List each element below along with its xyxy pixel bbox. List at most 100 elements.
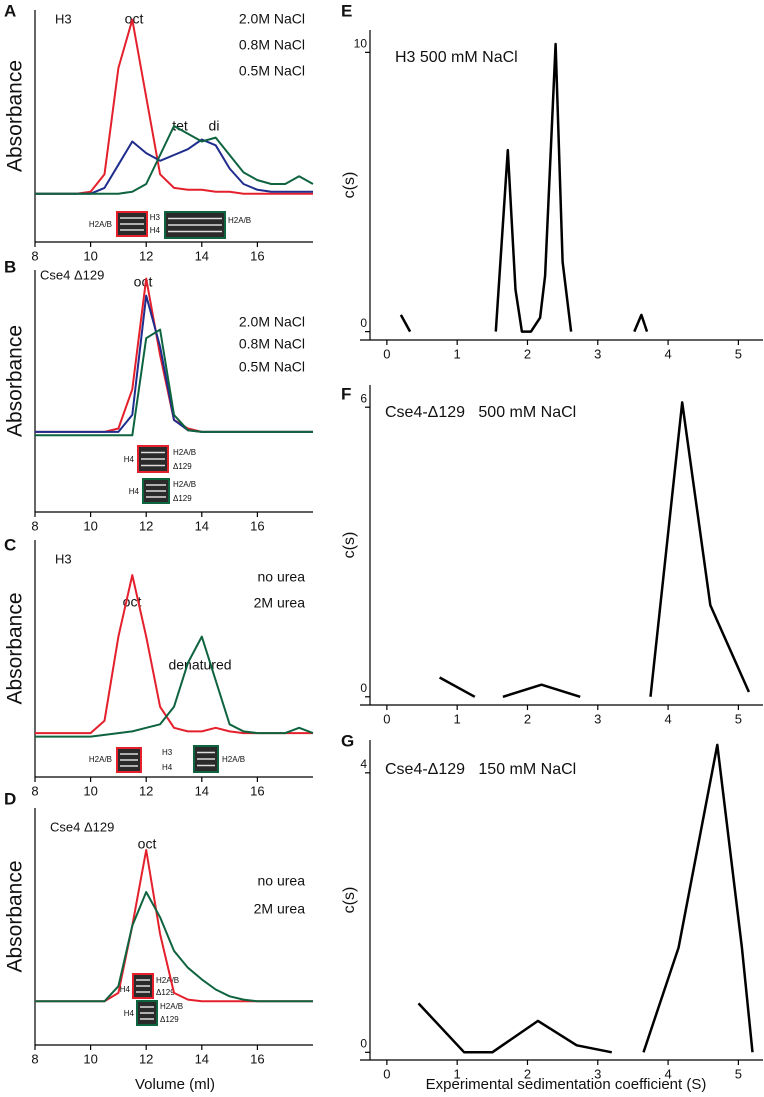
panel-title: H3 — [55, 11, 72, 26]
gel-label: H4 — [150, 226, 161, 235]
legend-label: 0.5M NaCl — [239, 63, 305, 79]
x-tick-label: 12 — [139, 248, 153, 263]
x-tick-label: 5 — [735, 711, 742, 726]
x-tick-label: 5 — [735, 346, 742, 361]
data-line — [35, 125, 314, 195]
gel-label: H2A/B — [222, 755, 245, 764]
data-line — [35, 328, 313, 437]
data-line — [35, 138, 313, 195]
peak-label: oct — [138, 836, 157, 852]
x-tick-label: 2 — [524, 711, 531, 726]
gel-label: Δ129 — [156, 988, 175, 997]
panel-title: Cse4-Δ129 150 mM NaCl — [385, 761, 576, 778]
y-axis-label: c(s) — [341, 887, 358, 914]
data-line — [417, 743, 754, 1054]
panel-letter: B — [4, 257, 16, 276]
x-tick-label: 12 — [139, 1051, 153, 1066]
x-tick-label: 1 — [454, 711, 461, 726]
panel-letter: G — [341, 731, 354, 750]
legend-label: 2.0M NaCl — [239, 314, 305, 330]
x-tick-label: 4 — [664, 711, 671, 726]
gel-label: H4 — [162, 763, 173, 772]
peak-label: oct — [125, 11, 144, 27]
gel-label: H2A/B — [160, 1002, 183, 1011]
gel-label: H3 — [150, 213, 161, 222]
data-line — [438, 401, 751, 698]
x-tick-label: 10 — [83, 1051, 97, 1066]
panel-title: Cse4 Δ129 — [40, 267, 104, 282]
y-axis-label: Absorbance — [4, 60, 27, 172]
panel-letter: E — [341, 1, 352, 20]
y-tick-label: 4 — [360, 757, 367, 771]
gel-label: Δ129 — [173, 462, 192, 471]
x-tick-label: 14 — [195, 783, 209, 798]
legend-label: 2.0M NaCl — [239, 11, 305, 27]
x-tick-label: 16 — [250, 783, 264, 798]
x-tick-label: 3 — [594, 1066, 601, 1081]
legend-label: 0.5M NaCl — [239, 359, 305, 375]
x-tick-label: 14 — [195, 248, 209, 263]
legend-label: 0.8M NaCl — [239, 336, 305, 352]
y-tick-label: 0 — [360, 1036, 367, 1050]
x-tick-label: 8 — [31, 248, 38, 263]
panel-letter: D — [4, 789, 16, 808]
x-tick-label: 12 — [139, 783, 153, 798]
x-tick-label: 0 — [383, 1066, 390, 1081]
panel-letter: C — [4, 535, 16, 554]
x-tick-label: 16 — [250, 1051, 264, 1066]
panel-title: H3 500 mM NaCl — [395, 49, 518, 66]
gel-label: H2A/B — [173, 480, 196, 489]
x-tick-label: 2 — [524, 1066, 531, 1081]
gel-label: H2A/B — [228, 216, 251, 225]
gel-label: H2A/B — [156, 976, 179, 985]
x-tick-label: 10 — [83, 783, 97, 798]
x-tick-label: 10 — [83, 248, 97, 263]
x-tick-label: 12 — [139, 518, 153, 533]
y-axis-label: Absorbance — [4, 325, 27, 437]
x-tick-label: 14 — [195, 518, 209, 533]
data-line — [35, 635, 314, 738]
y-tick-label: 0 — [360, 681, 367, 695]
x-tick-label: 3 — [594, 346, 601, 361]
x-tick-label: 1 — [454, 346, 461, 361]
panel-title: Cse4 Δ129 — [50, 819, 114, 834]
legend-label: 0.8M NaCl — [239, 37, 305, 53]
x-tick-label: 14 — [195, 1051, 209, 1066]
y-axis-label: c(s) — [341, 532, 358, 559]
panel-title: Cse4-Δ129 500 mM NaCl — [385, 404, 576, 421]
x-axis-label: Experimental sedimentation coefficient (… — [426, 1076, 707, 1093]
x-tick-label: 4 — [664, 1066, 671, 1081]
y-tick-label: 6 — [360, 391, 367, 405]
y-axis-label: c(s) — [341, 172, 358, 199]
panel-letter: F — [341, 384, 351, 403]
legend-label: no urea — [258, 873, 306, 889]
x-axis-label: Volume (ml) — [135, 1076, 215, 1093]
x-tick-label: 3 — [594, 711, 601, 726]
gel-label: H2A/B — [173, 448, 196, 457]
gel-label: H4 — [124, 1009, 135, 1018]
data-line — [399, 42, 649, 333]
gel-label: H2A/B — [89, 755, 112, 764]
x-tick-label: 8 — [31, 783, 38, 798]
x-tick-label: 1 — [454, 1066, 461, 1081]
y-tick-label: 0 — [360, 316, 367, 330]
data-line — [35, 891, 313, 1003]
peak-label: tet — [172, 118, 188, 134]
x-tick-label: 0 — [383, 346, 390, 361]
y-axis-label: Absorbance — [4, 592, 27, 704]
panel-letter: A — [4, 1, 16, 20]
y-tick-label: 10 — [354, 37, 368, 51]
gel-label: H4 — [120, 985, 131, 994]
legend-label: 2M urea — [254, 901, 306, 917]
x-tick-label: 2 — [524, 346, 531, 361]
x-tick-label: 4 — [664, 346, 671, 361]
gel-label: H4 — [129, 487, 140, 496]
x-tick-label: 16 — [250, 518, 264, 533]
x-tick-label: 16 — [250, 248, 264, 263]
x-tick-label: 10 — [83, 518, 97, 533]
x-tick-label: 5 — [735, 1066, 742, 1081]
gel-label: H4 — [124, 455, 135, 464]
gel-label: Δ129 — [173, 494, 192, 503]
gel-label: Δ129 — [160, 1015, 179, 1024]
